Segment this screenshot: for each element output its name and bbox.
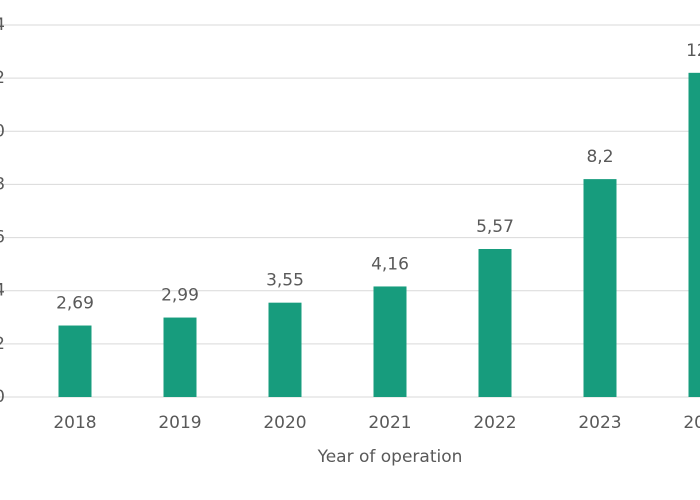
y-tick-label: 2 bbox=[0, 334, 5, 354]
y-tick-label: 4 bbox=[0, 281, 5, 301]
bar bbox=[373, 286, 407, 397]
y-tick-label: 10 bbox=[0, 121, 5, 141]
y-tick-label: 12 bbox=[0, 68, 5, 88]
value-label: 2,99 bbox=[161, 286, 199, 306]
y-tick-label: 6 bbox=[0, 228, 5, 248]
y-tick-label: 0 bbox=[0, 387, 5, 407]
x-tick-label: 2022 bbox=[473, 413, 516, 433]
bar bbox=[163, 317, 197, 397]
value-label: 8,2 bbox=[586, 147, 613, 167]
x-axis-title: Year of operation bbox=[317, 447, 463, 467]
bar bbox=[478, 248, 512, 397]
value-label: 4,16 bbox=[371, 254, 409, 274]
x-tick-label: 2021 bbox=[368, 413, 411, 433]
bar bbox=[688, 72, 700, 397]
bar bbox=[268, 302, 302, 397]
value-label: 3,55 bbox=[266, 271, 304, 291]
x-tick-label: 2018 bbox=[53, 413, 96, 433]
bar bbox=[58, 325, 92, 397]
x-tick-label: 2019 bbox=[158, 413, 201, 433]
x-tick-label: 2023 bbox=[578, 413, 621, 433]
y-tick-label: 14 bbox=[0, 15, 5, 35]
bar bbox=[583, 179, 617, 397]
value-label: 2,69 bbox=[56, 294, 94, 314]
value-label: 5,57 bbox=[476, 217, 514, 237]
value-label: 12,2 bbox=[686, 41, 700, 61]
x-tick-label: 2024 bbox=[683, 413, 700, 433]
x-tick-label: 2020 bbox=[263, 413, 306, 433]
y-tick-label: 8 bbox=[0, 174, 5, 194]
